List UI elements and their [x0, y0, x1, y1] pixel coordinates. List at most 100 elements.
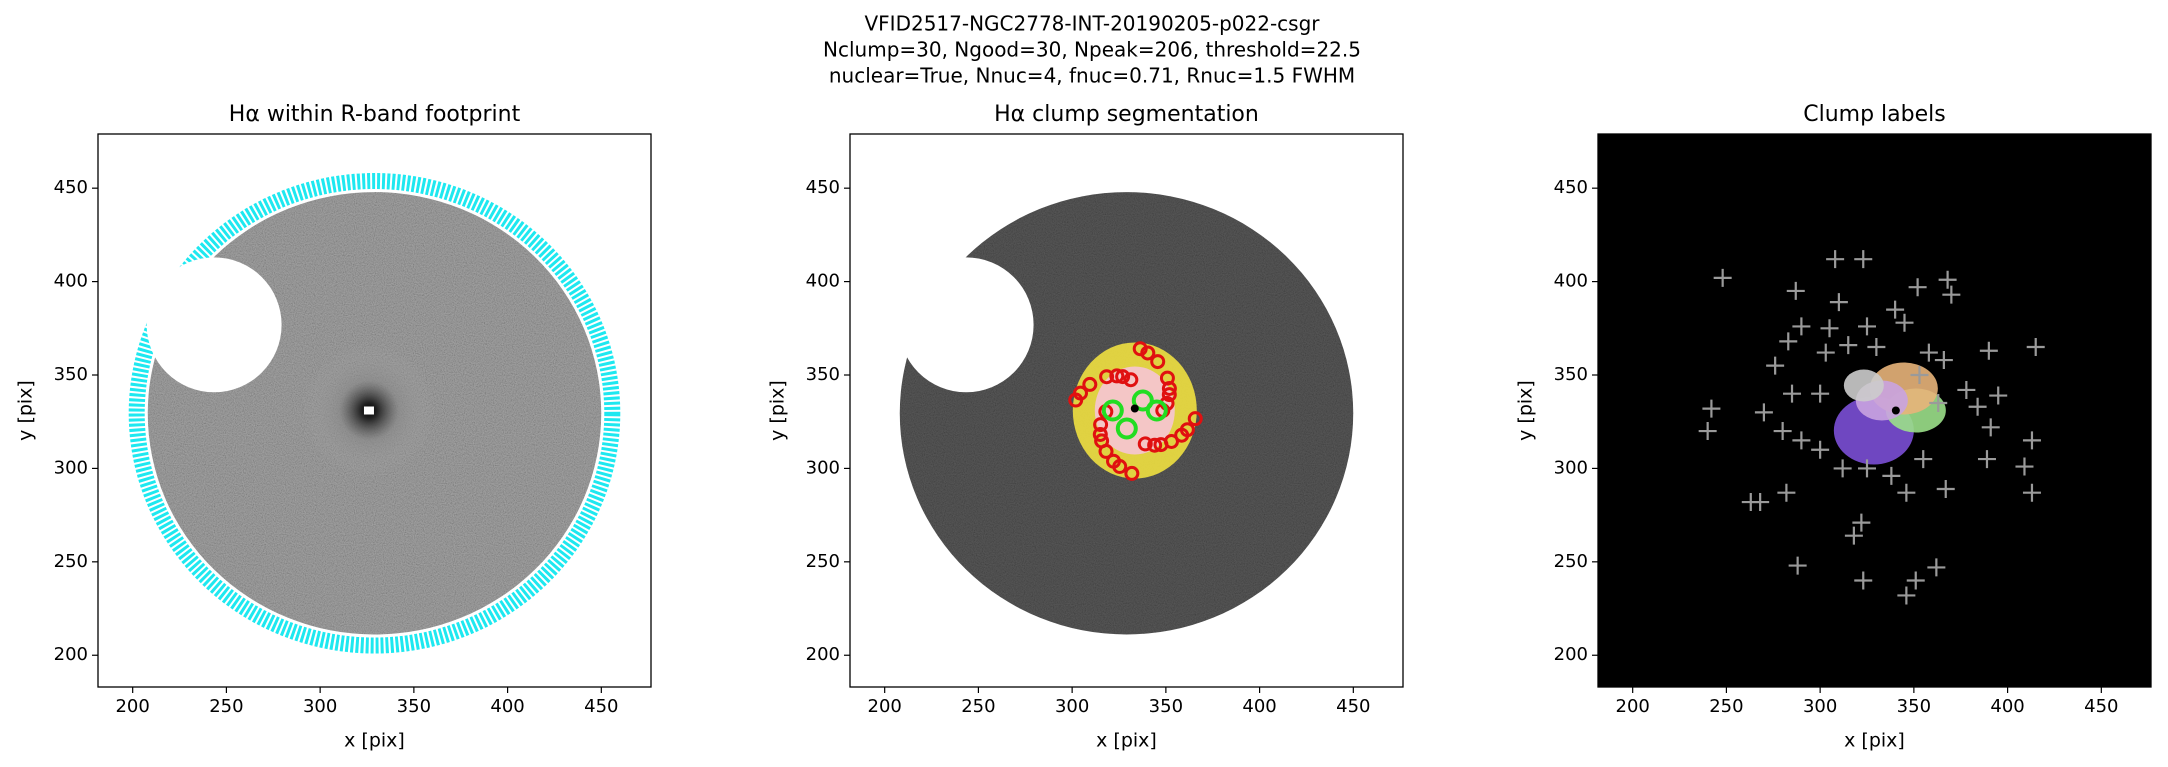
x-tick-label: 450 — [1336, 696, 1370, 717]
clump-cross — [1766, 356, 1785, 375]
x-tick-label: 200 — [115, 696, 149, 717]
nucleus — [1891, 406, 1900, 415]
clump-cross — [1942, 285, 1961, 304]
x-axis-label: x [pix] — [1096, 730, 1157, 752]
y-tick-label: 350 — [1554, 364, 1588, 385]
y-tick-label: 350 — [806, 364, 840, 385]
x-tick-label: 400 — [490, 696, 524, 717]
clump-marker — [1132, 341, 1148, 357]
x-tick-label: 350 — [1897, 696, 1931, 717]
clump-marker — [1093, 417, 1109, 433]
nuclear-clump — [1131, 389, 1154, 412]
clump-marker — [1109, 368, 1125, 384]
clump-marker — [1082, 376, 1098, 392]
clump-cross — [1816, 343, 1835, 362]
x-tick-label: 250 — [961, 696, 995, 717]
panel: 200 250 300 350 400 450 200 250 300 350 400 450 Hα w… — [15, 102, 652, 752]
axes-frame — [97, 133, 652, 688]
clump-cross — [1779, 332, 1798, 351]
x-tick-label: 300 — [1803, 696, 1837, 717]
clump-cross — [1968, 397, 1987, 416]
clump-cross — [1777, 483, 1796, 502]
clump-marker — [1187, 411, 1203, 427]
clump-marker — [1092, 426, 1108, 442]
clump-cross — [1886, 300, 1905, 319]
y-tick-label: 450 — [54, 177, 88, 198]
x-tick-label: 300 — [1055, 696, 1089, 717]
clump-marker — [1124, 465, 1140, 481]
y-tick-label: 450 — [1554, 177, 1588, 198]
clump-cross — [1957, 380, 1976, 399]
suptitle: Nclump=30, Ngood=30, Npeak=206, threshol… — [823, 38, 1361, 62]
clump-marker — [1163, 433, 1179, 449]
clump-cross — [1929, 394, 1948, 413]
clump-cross — [1811, 440, 1830, 459]
clump-cross — [1977, 450, 1996, 469]
y-axis-label: y [pix] — [15, 380, 37, 441]
clump-cross — [1783, 384, 1802, 403]
clump-cross — [1751, 493, 1770, 512]
x-tick-label: 200 — [1616, 696, 1650, 717]
clump-marker — [1174, 427, 1190, 443]
x-tick-label: 250 — [1709, 696, 1743, 717]
clump-cross — [2015, 457, 2034, 476]
x-tick-label: 200 — [868, 696, 902, 717]
clump-marker — [1159, 370, 1175, 386]
y-tick-label: 200 — [54, 644, 88, 665]
x-tick-label: 400 — [1990, 696, 2024, 717]
y-tick-label: 200 — [806, 644, 840, 665]
clump-cross — [1981, 418, 2000, 437]
suptitle: nuclear=True, Nnuc=4, fnuc=0.71, Rnuc=1.… — [829, 64, 1355, 88]
clump-cross — [1936, 479, 1955, 498]
clump-cross — [1895, 313, 1914, 332]
y-tick-label: 300 — [54, 457, 88, 478]
clump-cross — [2026, 337, 2045, 356]
clump-cross — [1854, 571, 1873, 590]
clump-cross — [1773, 422, 1792, 441]
image — [1598, 134, 2151, 687]
clump-cross — [1910, 366, 1929, 385]
y-tick-label: 200 — [1554, 644, 1588, 665]
clump-cross — [1858, 459, 1876, 478]
panel: 200 250 300 350 400 450 200 250 300 350 400 450 Clum… — [1515, 102, 2152, 752]
galaxy — [128, 173, 621, 654]
clump-cross — [1897, 586, 1916, 605]
y-axis-label: y [pix] — [767, 380, 789, 441]
clump-marker — [1115, 369, 1131, 385]
y-tick-label: 400 — [806, 271, 840, 292]
clump-cross — [1844, 526, 1863, 545]
clump-cross — [1698, 422, 1717, 441]
x-tick-label: 300 — [303, 696, 337, 717]
x-tick-label: 350 — [1149, 696, 1183, 717]
y-tick-label: 250 — [54, 551, 88, 572]
clump-cross — [1906, 571, 1925, 590]
panel-title: Clump labels — [1803, 102, 1945, 127]
clump-marker — [1147, 437, 1163, 453]
y-tick-label: 400 — [54, 271, 88, 292]
panel: 200 250 300 350 400 450 200 250 300 350 400 450 Hα c… — [767, 102, 1404, 752]
clump-cross — [1989, 386, 2008, 405]
y-tick-label: 300 — [806, 457, 840, 478]
clump-marker — [1098, 443, 1114, 459]
footprint-edge — [128, 173, 621, 654]
clump-cross — [1839, 336, 1858, 355]
clump-cross — [1979, 341, 1998, 360]
nuclear-clump — [1145, 399, 1168, 422]
clump-cross — [1858, 317, 1876, 336]
clump-cross — [1792, 431, 1811, 450]
clump-cross — [1829, 293, 1848, 312]
axes-frame — [1597, 133, 2152, 688]
clump-marker — [1099, 369, 1115, 385]
clump-cross — [1754, 403, 1773, 422]
clump-cross — [1934, 351, 1953, 370]
clump-marker — [1150, 354, 1166, 370]
clump-cross — [1914, 450, 1933, 469]
clump-cross — [1792, 317, 1811, 336]
clump-cross — [1702, 399, 1721, 418]
clump-cross — [2022, 483, 2041, 502]
clump-cross — [1826, 250, 1845, 269]
suptitle: VFID2517-NGC2778-INT-20190205-p022-csgr — [864, 12, 1320, 36]
clump-marker — [1073, 385, 1089, 401]
clump-cross — [1927, 558, 1946, 577]
